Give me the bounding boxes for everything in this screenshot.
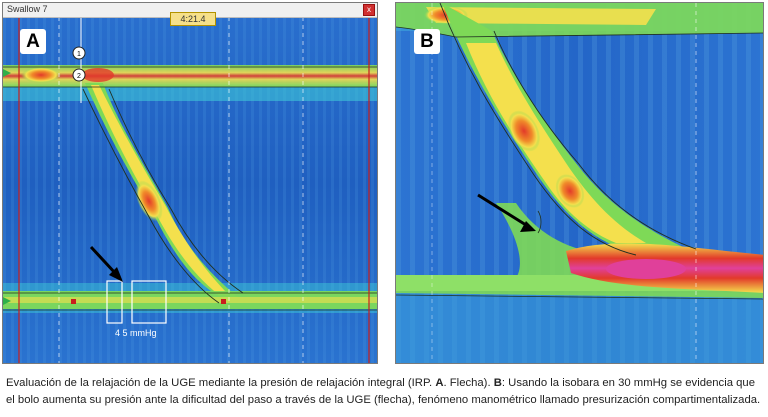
- caption-part3: : Usando la isobara en 30 mmHg se eviden…: [6, 377, 761, 406]
- panel-b: B: [395, 2, 764, 364]
- caption-b-ref: B: [493, 377, 502, 389]
- time-readout: 4:21.4: [170, 12, 216, 26]
- figure-caption: Evaluación de la relajación de la UGE me…: [6, 375, 766, 409]
- pressure-topography-a: 12: [3, 3, 377, 363]
- caption-part2: . Flecha).: [443, 377, 494, 389]
- panel-letter-a: A: [20, 29, 46, 54]
- caption-a-ref: A: [435, 377, 444, 389]
- irp-box-1: [106, 280, 123, 324]
- panel-letter-b: B: [414, 29, 440, 54]
- pressure-topography-b: [396, 3, 763, 363]
- sensor-marker-label: 2: [77, 73, 81, 80]
- isobar-label: 4 5 mmHg: [115, 328, 157, 338]
- sensor-marker-label: 1: [77, 51, 81, 58]
- caption-part1: Evaluación de la relajación de la UGE me…: [6, 377, 436, 389]
- irp-box-2: [131, 280, 167, 324]
- arrow-icon: [89, 245, 123, 282]
- close-icon[interactable]: x: [363, 4, 375, 16]
- arrow-icon: [477, 193, 536, 232]
- window-title: Swallow 7: [7, 4, 48, 14]
